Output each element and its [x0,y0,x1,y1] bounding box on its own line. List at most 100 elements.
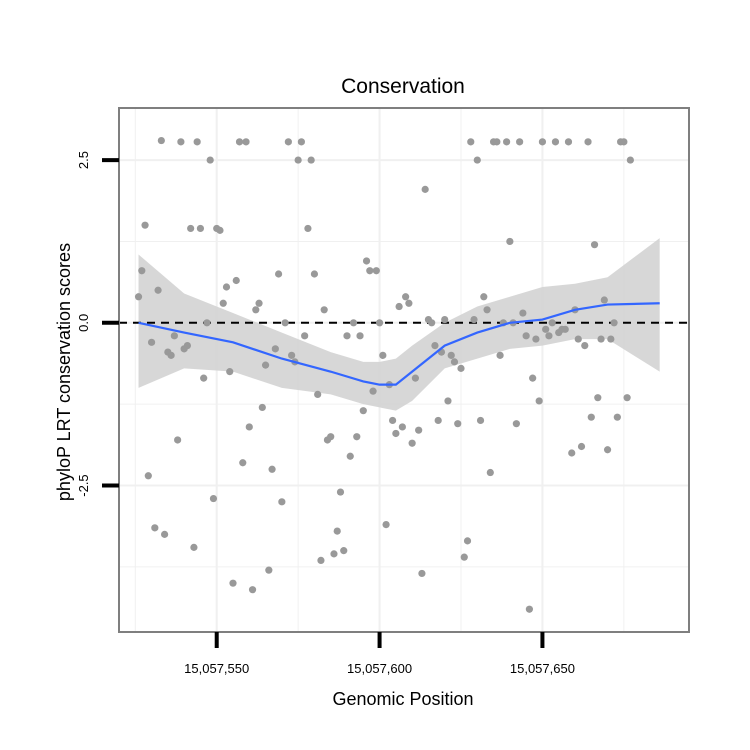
data-point [174,436,182,444]
data-point [281,319,289,327]
data-point [463,537,472,545]
data-point [261,361,270,369]
data-point [161,530,169,538]
data-point [389,416,397,425]
data-point [476,416,485,425]
data-point [301,332,309,340]
data-point [613,413,621,421]
data-point [343,332,351,340]
data-point [561,325,569,333]
data-point [183,341,191,350]
data-point [454,420,462,428]
data-point [333,527,341,535]
data-point [600,296,608,304]
data-point [574,335,582,343]
data-point [512,420,520,428]
x-axis-label: Genomic Position [332,689,473,709]
data-point [372,267,380,275]
data-point [538,138,547,146]
data-point [584,138,592,146]
data-point [314,390,322,399]
data-point [349,319,358,327]
y-tick-label: -2.5 [76,474,91,496]
data-point [444,397,452,405]
data-point [356,332,364,340]
data-point [187,224,195,233]
data-point [144,472,152,480]
data-point [232,276,240,285]
data-point [603,446,612,454]
data-point [362,257,371,265]
data-point [336,488,345,496]
data-point [235,138,244,146]
data-point [151,524,159,532]
plot-area [118,107,690,633]
data-point [193,138,201,146]
x-tick-label: 15,057,600 [347,661,412,676]
data-point [297,138,305,146]
data-point [522,332,530,340]
data-point [564,138,573,146]
data-point [470,315,478,324]
data-point [418,569,426,578]
data-point [203,319,211,327]
data-point [532,335,540,343]
data-point [506,237,514,246]
data-point [421,185,429,193]
data-point [248,586,257,594]
data-point [493,138,501,146]
data-point [467,138,475,146]
data-point [496,351,504,359]
data-point [594,394,602,402]
data-point [134,293,143,301]
data-point [548,319,556,327]
data-point [271,345,279,353]
data-point [529,374,537,382]
data-point [597,335,605,343]
data-point [623,394,631,402]
data-point [327,433,335,441]
data-point [447,351,455,359]
data-point [473,156,481,164]
data-point [620,138,628,146]
data-point [519,309,527,317]
data-point [551,138,560,146]
data-point [255,299,263,307]
data-point [278,498,286,506]
data-point [369,387,377,395]
data-point [535,397,543,405]
data-point [359,407,367,415]
data-point [222,283,231,291]
data-point [366,267,374,275]
data-point [317,556,325,564]
data-point [304,224,312,233]
x-axis-ticks: 15,057,550 15,057,600 15,057,650 [184,632,575,676]
data-point [157,136,165,145]
chart-title: Conservation [341,75,465,98]
data-point [138,267,146,275]
data-point [353,433,361,441]
data-point [242,138,250,146]
data-point [239,459,247,467]
data-points [134,136,634,613]
data-point [408,439,416,447]
data-point [428,319,436,327]
data-point [411,374,419,382]
confidence-band [138,238,660,411]
data-point [265,566,273,574]
data-point [307,156,315,164]
data-point [568,449,576,457]
data-point [196,224,205,233]
x-tick-label: 15,057,650 [510,661,575,676]
data-point [525,605,534,613]
data-point [434,416,442,425]
data-point [252,306,260,314]
data-point [340,547,348,555]
data-point [245,423,253,431]
data-point [486,468,494,477]
data-point [503,138,511,146]
data-point [405,299,413,307]
data-point [379,351,387,359]
data-point [590,241,599,249]
data-point [275,270,283,278]
